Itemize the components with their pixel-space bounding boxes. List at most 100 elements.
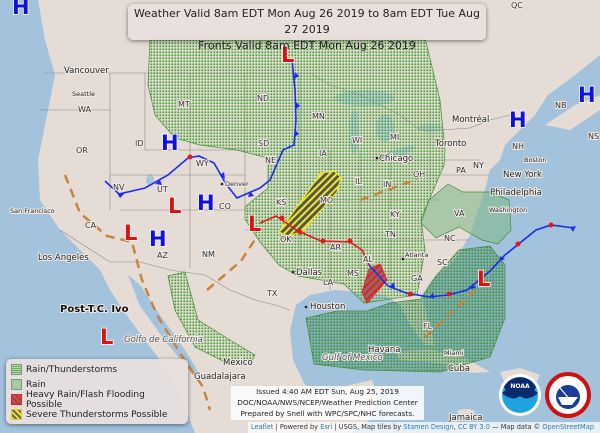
legend: Rain/Thunderstorms Rain Heavy Rain/Flash…: [6, 359, 188, 424]
legend-item-rain: Rain: [11, 377, 183, 392]
svg-text:LA: LA: [323, 278, 334, 287]
svg-text:Philadelphia: Philadelphia: [490, 188, 542, 198]
title-box: Weather Valid 8am EDT Mon Aug 26 2019 to…: [128, 4, 486, 52]
leaflet-link[interactable]: Leaflet: [251, 423, 274, 431]
noaa-logo: NOAA: [499, 374, 541, 416]
fronts-valid-title: Fronts Valid 8am EDT Mon Aug 26 2019: [198, 39, 416, 52]
svg-text:IN: IN: [383, 180, 391, 189]
svg-text:VA: VA: [454, 209, 465, 218]
nws-logo: [545, 372, 591, 418]
stamen-link[interactable]: Stamen Design: [403, 423, 454, 431]
svg-text:NS: NS: [588, 132, 599, 141]
svg-text:NV: NV: [113, 183, 125, 192]
svg-text:MT: MT: [178, 100, 190, 109]
svg-text:NB: NB: [555, 101, 566, 110]
pressure-centers: H H H H H H L L L L L L Post-T.C. Ivo: [11, 0, 596, 350]
legend-item-severe: Severe Thunderstorms Possible: [11, 407, 183, 422]
svg-text:NC: NC: [444, 234, 456, 243]
high-pressure: H: [578, 83, 596, 107]
svg-text:KY: KY: [390, 210, 400, 219]
severe-swatch: [11, 409, 22, 420]
svg-text:Dallas: Dallas: [296, 268, 323, 278]
svg-text:SD: SD: [258, 139, 269, 148]
issued-box: Issued 4:40 AM EDT Sun, Aug 25, 2019 DOC…: [231, 386, 424, 420]
svg-text:Vancouver: Vancouver: [64, 66, 109, 76]
rain-thunder-area-gulf: [305, 245, 506, 373]
svg-text:CA: CA: [85, 221, 97, 230]
ccby-link[interactable]: CC BY 3.0: [457, 423, 490, 431]
svg-text:New York: New York: [503, 170, 542, 180]
esri-link[interactable]: Esri: [320, 423, 333, 431]
front-symbols: [117, 72, 576, 299]
low-pressure: L: [248, 212, 261, 236]
high-pressure: H: [509, 108, 527, 132]
stationary-front-southeast: [368, 224, 575, 298]
state-labels: WA OR CA NV ID MT WY UT AZ CO NM ND SD N…: [75, 0, 600, 332]
svg-text:SC: SC: [437, 258, 448, 267]
attrib-text: | Powered by: [273, 423, 321, 431]
svg-text:Havana: Havana: [368, 345, 400, 355]
severe-thunderstorm-area: [278, 170, 342, 237]
svg-text:TX: TX: [266, 289, 278, 298]
low-pressure: L: [477, 267, 490, 291]
svg-text:QC: QC: [511, 1, 523, 10]
svg-text:NOAA: NOAA: [510, 383, 530, 390]
svg-text:PA: PA: [456, 166, 466, 175]
svg-text:ID: ID: [135, 139, 144, 148]
svg-text:Gulf of Mexico: Gulf of Mexico: [322, 353, 383, 363]
low-pressure: L: [100, 325, 113, 349]
svg-text:NM: NM: [202, 250, 215, 259]
svg-text:Jamaica: Jamaica: [448, 413, 482, 423]
heavy-rain-swatch: [11, 394, 22, 405]
weather-valid-title: Weather Valid 8am EDT Mon Aug 26 2019 to…: [134, 7, 480, 36]
jamaica: [457, 409, 475, 415]
city-labels: Vancouver Seattle San Francisco Los Ange…: [9, 65, 547, 424]
svg-text:Houston: Houston: [310, 302, 345, 312]
map-attribution: Leaflet | Powered by Esri | USGS, Map ti…: [248, 422, 600, 433]
rain-thunder-area-north: [147, 37, 446, 304]
legend-label: Severe Thunderstorms Possible: [26, 409, 168, 420]
low-pressure: L: [168, 194, 181, 218]
rain-thunderstorms-swatch: [11, 364, 22, 375]
svg-text:Guadalajara: Guadalajara: [194, 372, 246, 382]
svg-text:San Francisco: San Francisco: [10, 207, 55, 215]
svg-text:Washington: Washington: [489, 206, 527, 214]
issued-time: Issued 4:40 AM EDT Sun, Aug 25, 2019: [256, 387, 399, 396]
svg-text:IA: IA: [319, 149, 327, 158]
svg-text:OR: OR: [76, 146, 88, 155]
pacific-ocean: [0, 0, 195, 433]
svg-text:UT: UT: [157, 185, 168, 194]
svg-text:Miami: Miami: [444, 349, 464, 357]
prepared-by: Prepared by Snell with WPC/SPC/NHC forec…: [240, 409, 415, 418]
trough-lines: [63, 174, 487, 411]
issuing-office: DOC/NOAA/NWS/NCEP/Weather Prediction Cen…: [237, 398, 418, 407]
osm-link[interactable]: OpenStreetMap: [542, 423, 594, 431]
svg-text:MS: MS: [347, 269, 359, 278]
svg-text:GA: GA: [411, 274, 423, 283]
svg-text:AZ: AZ: [157, 251, 168, 260]
low-pressure: L: [281, 43, 294, 67]
svg-text:OH: OH: [413, 170, 425, 179]
svg-text:OK: OK: [280, 235, 292, 244]
svg-text:Toronto: Toronto: [434, 139, 466, 149]
svg-text:WY: WY: [196, 159, 209, 168]
svg-text:AR: AR: [330, 243, 341, 252]
svg-text:NH: NH: [512, 142, 524, 151]
legend-label: Heavy Rain/Flash Flooding Possible: [25, 389, 145, 410]
high-pressure: H: [149, 227, 167, 251]
svg-text:AL: AL: [363, 255, 373, 264]
low-pressure: L: [124, 221, 137, 245]
rain-thunder-area-mexico: [167, 271, 256, 365]
post-tc-label: Post-T.C. Ivo: [60, 304, 129, 315]
svg-text:KS: KS: [276, 198, 286, 207]
svg-text:MO: MO: [320, 196, 333, 205]
svg-text:Golfo de California: Golfo de California: [124, 335, 203, 345]
svg-text:Mexico: Mexico: [223, 358, 253, 368]
legend-label: Rain: [26, 379, 46, 390]
nova-scotia: [545, 95, 600, 130]
svg-text:FL: FL: [423, 322, 433, 331]
legend-item-rain-thunderstorms: Rain/Thunderstorms: [11, 362, 183, 377]
attrib-text: ,: [453, 423, 458, 431]
svg-text:ND: ND: [257, 94, 269, 103]
